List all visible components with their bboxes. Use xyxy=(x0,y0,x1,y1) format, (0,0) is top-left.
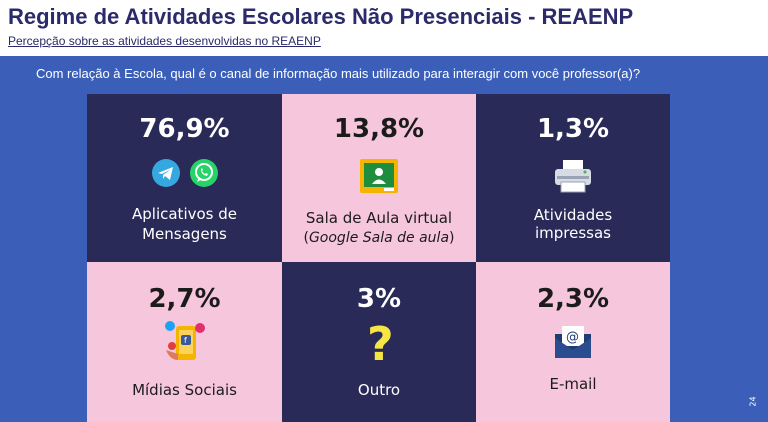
card-other: 3% ? Outro xyxy=(282,262,476,422)
card-label: Sala de Aula virtual xyxy=(305,209,453,227)
printer-icon xyxy=(551,158,595,198)
card-label: Aplicativos de Mensagens xyxy=(132,205,237,243)
svg-text:@: @ xyxy=(566,330,579,345)
card-label: Atividades impressas xyxy=(533,206,613,242)
card-printed-activities: 1,3% Atividades impressas xyxy=(476,94,670,262)
svg-text:?: ? xyxy=(367,318,394,366)
header: Regime de Atividades Escolares Não Prese… xyxy=(0,0,768,56)
card-label: Outro xyxy=(357,381,401,399)
svg-text:f: f xyxy=(184,336,187,345)
card-percent: 76,9% xyxy=(139,114,230,144)
card-messaging-apps: 76,9% Aplicativos de M xyxy=(87,94,282,262)
card-social-media: 2,7% f Mídias Sociais xyxy=(87,262,282,422)
card-percent: 2,7% xyxy=(148,284,221,314)
email-envelope-icon: @ xyxy=(553,324,593,364)
card-email: 2,3% @ E-mail xyxy=(476,262,670,422)
whatsapp-icon xyxy=(189,158,219,192)
card-percent: 2,3% xyxy=(536,284,610,314)
social-media-phone-icon: f xyxy=(160,320,210,368)
page-title: Regime de Atividades Escolares Não Prese… xyxy=(8,4,634,29)
card-percent: 13,8% xyxy=(333,114,425,144)
card-label: E-mail xyxy=(549,375,597,393)
results-grid: 76,9% Aplicativos de M xyxy=(87,94,670,422)
page-number: 24 xyxy=(748,396,758,407)
question-text: Com relação à Escola, qual é o canal de … xyxy=(36,66,641,81)
card-percent: 1,3% xyxy=(536,114,610,144)
card-label: Mídias Sociais xyxy=(132,381,237,399)
card-sublabel: (Google Sala de aula) xyxy=(303,230,455,246)
google-classroom-icon xyxy=(359,158,399,198)
content-panel: Com relação à Escola, qual é o canal de … xyxy=(0,56,768,422)
question-mark-icon: ? xyxy=(359,317,399,371)
telegram-icon xyxy=(151,158,181,192)
page-subtitle: Percepção sobre as atividades desenvolvi… xyxy=(8,34,321,48)
card-percent: 3% xyxy=(356,284,402,314)
card-virtual-classroom: 13,8% Sala de Aula virtual (Google Sala … xyxy=(282,94,476,262)
